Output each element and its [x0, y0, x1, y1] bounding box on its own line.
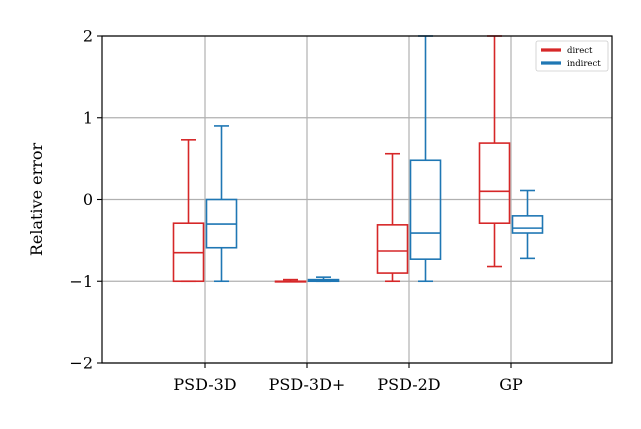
y-tick-label: 0 — [83, 190, 93, 209]
x-tick-label: GP — [499, 375, 523, 394]
legend: direct indirect — [535, 40, 609, 72]
x-tick-label: PSD-2D — [377, 375, 440, 394]
box-plots — [172, 35, 544, 283]
y-tick-label: −2 — [69, 354, 93, 373]
indirect-box — [511, 189, 544, 260]
direct-box — [172, 139, 205, 283]
iqr-box — [478, 142, 511, 225]
direct-box — [274, 278, 307, 283]
indirect-box — [205, 125, 238, 283]
legend-label-direct: direct — [567, 46, 593, 56]
indirect-box — [409, 35, 442, 283]
iqr-box — [376, 224, 409, 274]
x-tick-label: PSD-3D — [173, 375, 236, 394]
direct-box — [478, 35, 511, 268]
x-tick-label: PSD-3D+ — [269, 375, 346, 394]
legend-label-indirect: indirect — [567, 59, 601, 69]
y-tick-label: −1 — [69, 272, 93, 291]
y-tick-label: 1 — [83, 108, 93, 127]
iqr-box — [409, 159, 442, 260]
indirect-box — [307, 276, 340, 283]
axis-ticks: 2 1 0 −1 −2 PSD-3D PSD-3D+ PSD-2D GP — [69, 27, 523, 395]
direct-box — [376, 152, 409, 283]
y-axis-label: Relative error — [27, 142, 46, 256]
iqr-box — [511, 215, 544, 234]
y-tick-label: 2 — [83, 27, 93, 46]
grid-lines — [102, 35, 612, 364]
